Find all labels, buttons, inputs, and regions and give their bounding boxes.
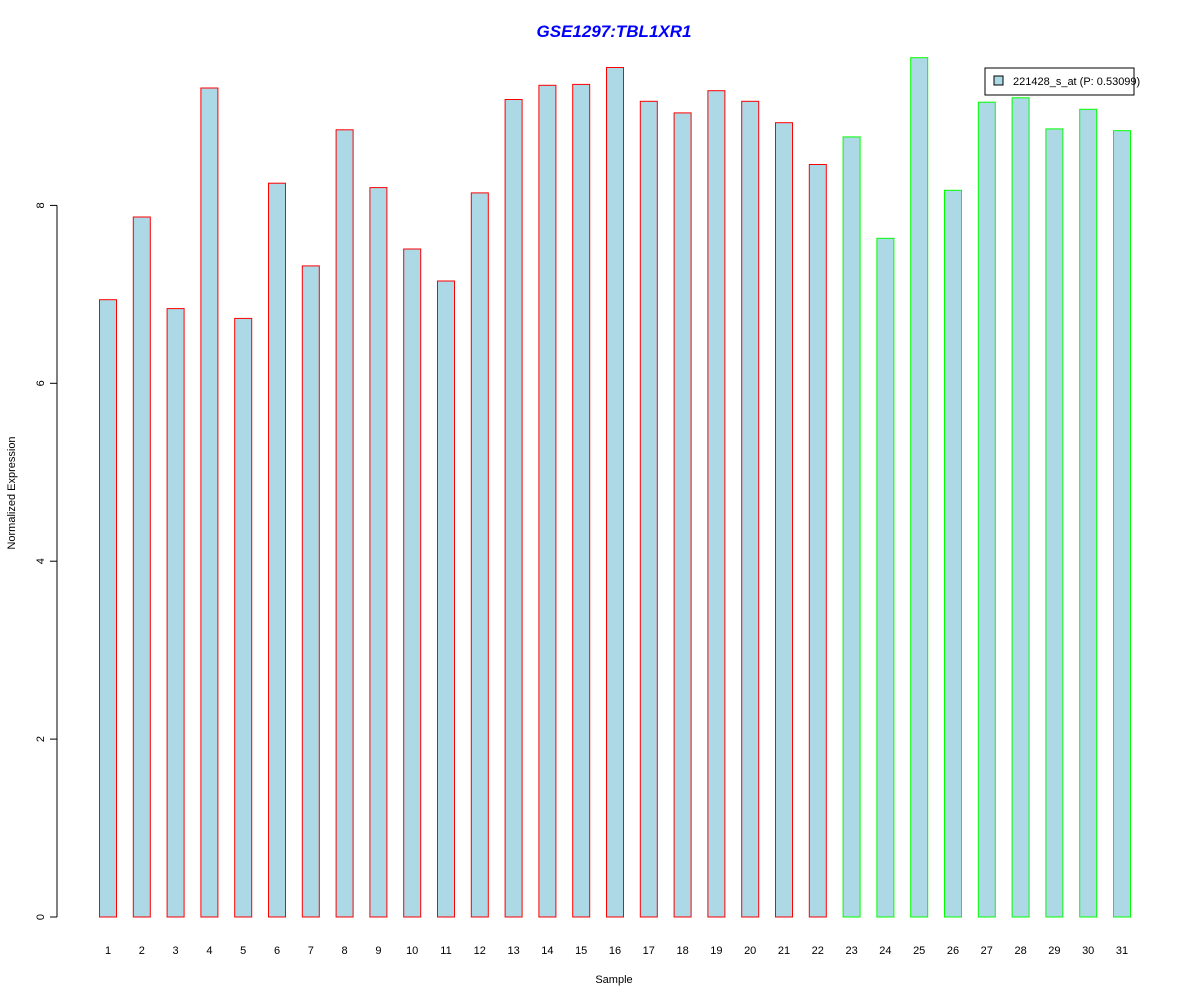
y-axis: 0 2 4 6 8 [35, 202, 58, 920]
y-tick-label: 8 [35, 202, 47, 208]
x-tick-label: 12 [474, 945, 486, 957]
bar-sample-23 [842, 136, 861, 918]
x-tick-label: 20 [744, 945, 756, 957]
x-tick-label: 7 [308, 945, 314, 957]
bars-group [99, 57, 1131, 918]
x-tick-label: 27 [981, 945, 993, 957]
y-tick-label: 4 [35, 558, 47, 564]
x-tick-label: 3 [173, 945, 179, 957]
x-tick-label: 2 [139, 945, 145, 957]
bar-sample-20 [741, 100, 760, 918]
bar-sample-18 [673, 112, 692, 918]
x-tick-label: 15 [575, 945, 587, 957]
bar-sample-11 [437, 280, 455, 918]
x-tick-label: 10 [406, 945, 418, 957]
bar-sample-9 [369, 187, 388, 918]
legend-swatch [993, 75, 1004, 86]
y-tick-label: 6 [35, 380, 47, 386]
legend-label: 221428_s_at (P: 0.53099) [1013, 76, 1140, 88]
y-axis-label: Normalized Expression [6, 436, 18, 549]
bar-sample-5 [234, 317, 253, 918]
x-tick-label: 6 [274, 945, 280, 957]
bar-sample-19 [707, 90, 726, 918]
x-tick-label: 1 [105, 945, 111, 957]
legend: 221428_s_at (P: 0.53099) [984, 67, 1140, 96]
x-tick-labels: 1 2 3 4 5 6 7 8 9 10 11 12 13 14 15 16 17 18 19 20 21 22 23 24 2… [105, 945, 1128, 957]
bar-sample-29 [1045, 128, 1064, 918]
y-tick-label: 2 [35, 736, 47, 742]
x-tick-label: 5 [240, 945, 246, 957]
y-tick-label: 0 [35, 914, 47, 920]
bar-sample-10 [403, 248, 422, 918]
x-axis-label: Sample [595, 974, 632, 986]
x-tick-label: 31 [1116, 945, 1128, 957]
bar-sample-28 [1011, 97, 1030, 918]
x-tick-label: 26 [947, 945, 959, 957]
x-tick-label: 16 [609, 945, 621, 957]
x-tick-label: 18 [676, 945, 688, 957]
bar-sample-27 [977, 101, 996, 918]
x-tick-label: 9 [375, 945, 381, 957]
bar-sample-4 [200, 87, 219, 918]
x-tick-label: 22 [812, 945, 824, 957]
bar-sample-2 [132, 216, 151, 918]
bar-sample-16 [606, 67, 624, 918]
bar-sample-30 [1079, 108, 1098, 918]
x-tick-label: 24 [879, 945, 891, 957]
x-tick-label: 19 [710, 945, 722, 957]
x-tick-label: 23 [845, 945, 857, 957]
bar-sample-14 [538, 84, 557, 918]
bar-sample-15 [572, 83, 591, 918]
bar-sample-25 [910, 57, 929, 918]
x-tick-label: 29 [1048, 945, 1060, 957]
bar-sample-7 [301, 265, 320, 918]
bar-sample-26 [944, 189, 962, 918]
bar-sample-24 [876, 237, 895, 918]
x-tick-label: 21 [778, 945, 790, 957]
x-tick-label: 25 [913, 945, 925, 957]
bar-sample-22 [808, 164, 827, 918]
x-tick-label: 8 [342, 945, 348, 957]
bar-sample-13 [504, 99, 523, 918]
x-tick-label: 13 [507, 945, 519, 957]
x-tick-label: 17 [643, 945, 655, 957]
chart-title: GSE1297:TBL1XR1 [537, 22, 692, 41]
x-tick-label: 14 [541, 945, 553, 957]
bar-sample-8 [335, 129, 354, 918]
bar-sample-6 [268, 182, 286, 918]
legend-box [984, 67, 1135, 96]
bar-sample-31 [1113, 130, 1131, 918]
bar-sample-3 [166, 308, 185, 918]
bar-sample-12 [470, 192, 489, 918]
x-tick-label: 28 [1014, 945, 1026, 957]
bar-sample-21 [775, 122, 793, 918]
bar-sample-17 [639, 100, 658, 918]
x-tick-label: 11 [440, 945, 451, 957]
bar-sample-1 [99, 299, 117, 918]
x-tick-label: 30 [1082, 945, 1094, 957]
x-tick-label: 4 [206, 945, 212, 957]
